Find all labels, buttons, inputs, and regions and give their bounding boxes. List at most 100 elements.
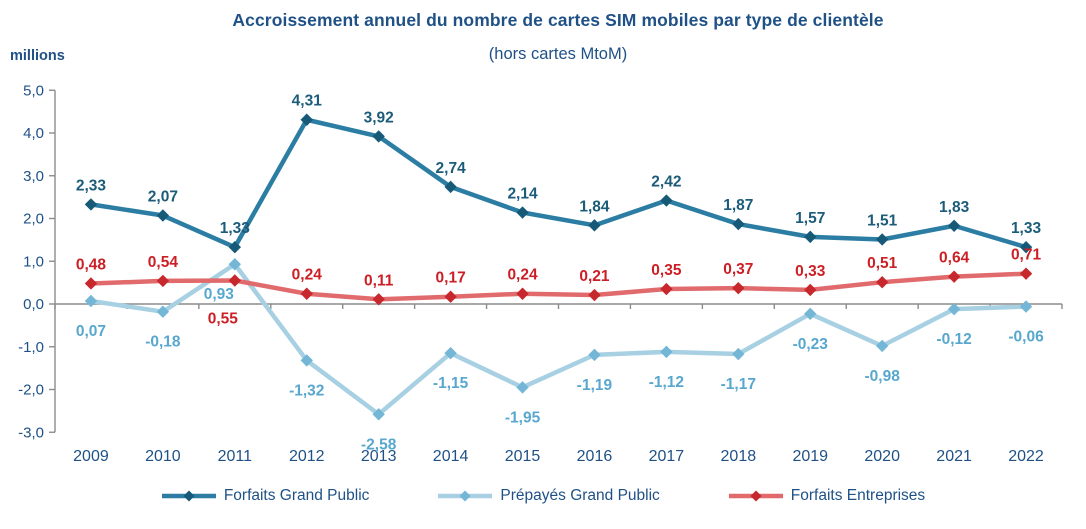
data-label: 4,31	[292, 93, 323, 110]
data-point-marker	[84, 294, 98, 308]
data-point-marker	[588, 219, 601, 232]
x-tick-label: 2022	[1008, 448, 1044, 465]
x-tick-label: 2010	[145, 448, 181, 465]
data-label: 0,71	[1011, 247, 1042, 264]
data-point-marker	[804, 230, 817, 244]
x-tick-label: 2021	[936, 448, 972, 465]
x-tick-label: 2018	[721, 448, 757, 465]
data-point-marker	[1019, 240, 1033, 254]
x-tick-label: 2013	[361, 448, 397, 465]
data-point-marker	[660, 345, 673, 359]
x-tick-label: 2009	[73, 448, 109, 465]
data-label: 1,33	[1011, 220, 1042, 237]
data-label: 1,51	[867, 212, 898, 229]
data-point-marker	[732, 217, 745, 231]
x-tick-label: 2014	[433, 448, 469, 465]
data-label: -1,19	[577, 377, 613, 394]
data-point-marker	[228, 258, 242, 271]
data-point-marker	[804, 307, 817, 321]
data-label: 0,64	[939, 250, 970, 267]
data-label: -0,12	[936, 331, 971, 348]
data-point-marker	[875, 233, 889, 246]
legend-label: Prépayés Grand Public	[500, 487, 660, 504]
data-label: -0,06	[1008, 329, 1044, 346]
data-point-marker	[516, 206, 529, 219]
data-point-marker	[588, 288, 601, 302]
x-tick-label: 2016	[577, 448, 613, 465]
data-label: -1,95	[505, 409, 541, 426]
data-label: -0,98	[865, 368, 901, 385]
data-point-marker	[732, 347, 745, 361]
data-label: -0,23	[793, 336, 829, 353]
x-tick-label: 2017	[649, 448, 685, 465]
data-label: 0,11	[364, 272, 394, 289]
data-label: 0,93	[204, 286, 235, 303]
x-tick-label: 2019	[792, 448, 828, 465]
data-label: 0,17	[436, 270, 466, 287]
chart-title: Accroissement annuel du nombre de cartes…	[232, 10, 884, 30]
data-point-marker	[804, 283, 817, 297]
data-label: 0,24	[507, 267, 538, 284]
legend-label: Forfaits Entreprises	[790, 487, 926, 504]
data-label: 2,07	[148, 189, 178, 206]
data-label: -1,32	[289, 382, 324, 399]
y-tick-label: 1,0	[23, 253, 44, 270]
data-label: 2,14	[507, 186, 538, 203]
data-label: 1,84	[579, 198, 610, 215]
x-tick-label: 2020	[864, 448, 900, 465]
data-label: 0,51	[867, 255, 898, 272]
data-label: -0,18	[145, 334, 181, 351]
data-point-marker	[300, 354, 313, 367]
data-label: 0,48	[76, 256, 107, 273]
data-point-marker	[228, 240, 242, 254]
data-point-marker	[947, 270, 961, 283]
data-label: 1,33	[220, 220, 251, 237]
legend-item-forfaits-grand-public: Forfaits Grand Public	[161, 487, 370, 505]
y-tick-label: 2,0	[23, 211, 44, 228]
y-tick-label: 4,0	[23, 125, 44, 142]
data-label: 2,74	[436, 160, 467, 177]
data-label: 2,42	[651, 174, 681, 191]
y-tick-label: 0,0	[23, 296, 44, 313]
series-line-pr-pay-s-grand-public	[88, 261, 1029, 417]
x-tick-label: 2012	[289, 448, 325, 465]
chart-subtitle: (hors cartes MtoM)	[488, 45, 628, 63]
data-label: 1,87	[723, 197, 753, 214]
legend-label: Forfaits Grand Public	[223, 487, 370, 504]
data-label: 3,92	[364, 109, 394, 126]
y-tick-label: -1,0	[18, 339, 44, 356]
legend-swatch-line-diamond-icon	[728, 490, 783, 502]
data-label: 0,37	[723, 261, 753, 278]
y-tick-label: 5,0	[23, 82, 44, 99]
x-tick-label: 2015	[505, 448, 541, 465]
series-line-forfaits-entreprises	[88, 271, 1029, 302]
data-point-marker	[156, 274, 170, 288]
data-label: -1,17	[721, 376, 756, 393]
data-label: 0,07	[76, 323, 106, 340]
data-label: 0,54	[148, 254, 179, 271]
data-label: 0,55	[208, 310, 239, 327]
data-label: 1,57	[795, 210, 825, 227]
data-point-marker	[372, 293, 385, 306]
data-label: 0,21	[579, 268, 610, 285]
data-point-marker	[84, 277, 98, 290]
data-point-marker	[156, 209, 170, 222]
legend-item-prepayes-grand-public: Prépayés Grand Public	[437, 487, 660, 505]
data-point-marker	[875, 275, 889, 289]
data-point-marker	[947, 219, 961, 232]
data-point-marker	[516, 381, 529, 394]
data-point-marker	[732, 281, 745, 295]
data-point-marker	[1019, 267, 1033, 280]
data-point-marker	[444, 290, 457, 303]
data-point-marker	[228, 274, 242, 287]
data-point-marker	[444, 346, 457, 360]
x-tick-label: 2011	[218, 448, 253, 465]
data-label: 0,24	[292, 267, 323, 284]
data-point-marker	[1019, 300, 1033, 313]
data-point-marker	[300, 113, 313, 126]
data-point-marker	[875, 339, 889, 353]
legend: Forfaits Grand Public Prépayés Grand Pub…	[0, 487, 1086, 505]
data-point-marker	[372, 130, 385, 143]
